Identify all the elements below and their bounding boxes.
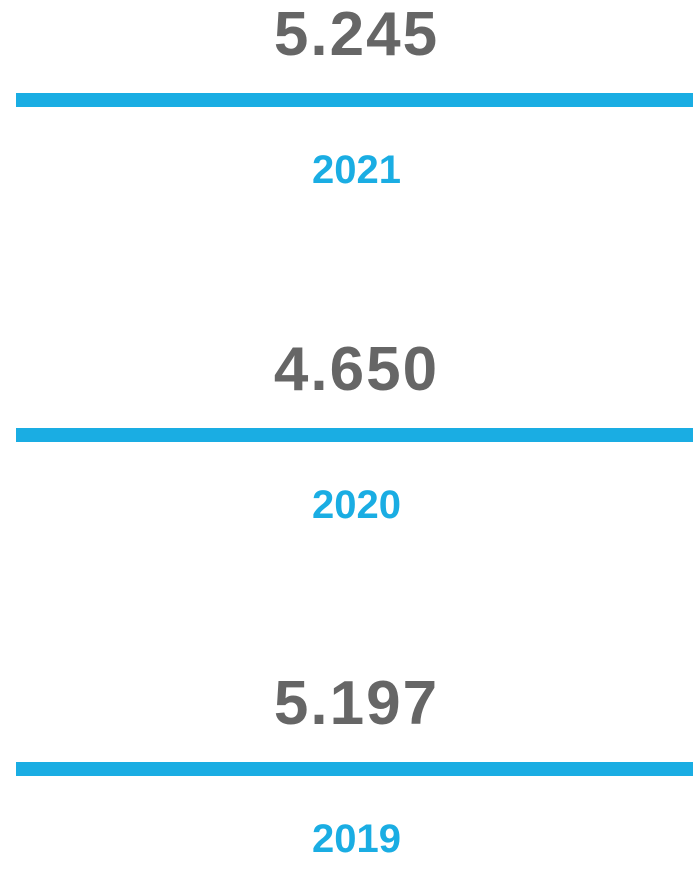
divider-bar — [16, 762, 693, 776]
stat-value: 5.197 — [273, 669, 440, 738]
stat-value: 5.245 — [273, 0, 440, 69]
divider-bar — [16, 428, 693, 442]
divider-bar — [16, 93, 693, 107]
stat-year: 2019 — [312, 817, 401, 861]
stat-value: 4.650 — [273, 335, 440, 404]
stat-item: 5.245 2021 — [0, 0, 693, 220]
stat-item: 5.197 2019 — [0, 669, 693, 889]
stat-year: 2020 — [312, 483, 401, 527]
page: {"items": [ {"value": "5.245", "year": "… — [0, 0, 693, 861]
stat-year: 2021 — [312, 148, 401, 192]
stat-item: 4.650 2020 — [0, 335, 693, 555]
